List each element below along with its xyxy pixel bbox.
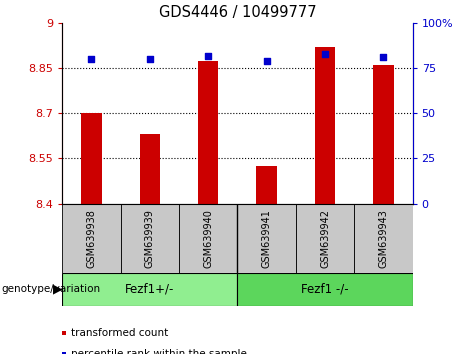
Text: GSM639938: GSM639938 (86, 209, 96, 268)
Bar (140, 135, 160, 204)
Text: percentile rank within the sample: percentile rank within the sample (71, 349, 247, 354)
Point (146, 56, 154, 62)
Text: Fezf1 -/-: Fezf1 -/- (301, 283, 349, 296)
Text: transformed count: transformed count (71, 328, 168, 338)
Text: GSM639943: GSM639943 (378, 209, 389, 268)
Bar (179, 204, 237, 273)
Text: GSM639940: GSM639940 (203, 209, 213, 268)
Bar (315, 47, 335, 204)
Point (263, 58, 270, 64)
Bar (237, 204, 296, 273)
Point (380, 55, 387, 60)
Bar (81, 113, 101, 204)
Text: Fezf1+/-: Fezf1+/- (125, 283, 175, 296)
Bar (296, 204, 354, 273)
Bar (62, 204, 121, 273)
Text: ▶: ▶ (53, 283, 62, 296)
Text: GSM639941: GSM639941 (261, 209, 272, 268)
Point (88, 56, 95, 62)
Bar (198, 61, 219, 204)
Point (205, 53, 212, 58)
Text: GSM639939: GSM639939 (145, 209, 155, 268)
Bar (373, 65, 394, 204)
Title: GDS4446 / 10499777: GDS4446 / 10499777 (159, 5, 316, 21)
Bar (237, 273, 413, 306)
Point (321, 51, 329, 57)
Bar (256, 166, 277, 204)
Text: GSM639942: GSM639942 (320, 209, 330, 268)
Bar (354, 204, 413, 273)
Text: genotype/variation: genotype/variation (1, 284, 100, 295)
Bar (121, 204, 179, 273)
Bar (62, 273, 237, 306)
